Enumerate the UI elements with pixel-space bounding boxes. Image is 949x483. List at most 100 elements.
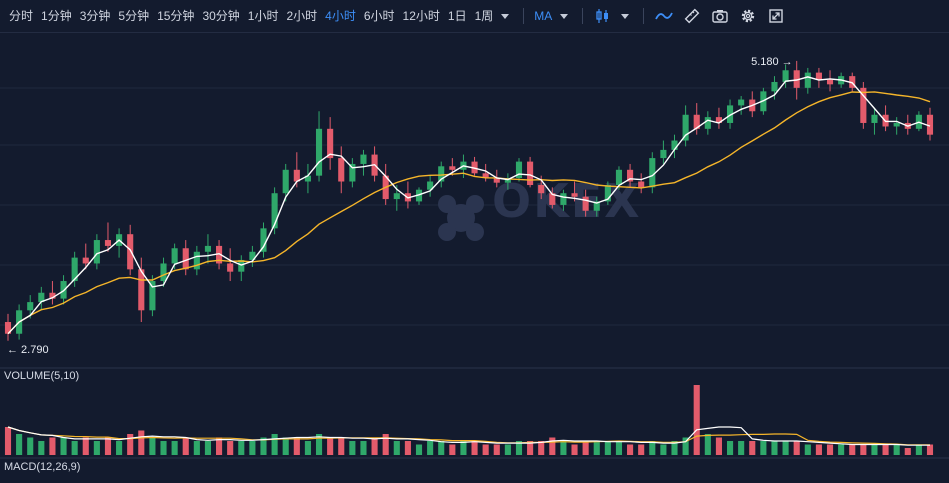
volume-bar-5 xyxy=(60,437,67,455)
indicator-chevron-down-icon[interactable] xyxy=(560,13,569,19)
volume-bar-65 xyxy=(726,441,734,455)
fullscreen-icon[interactable] xyxy=(762,0,790,33)
interval-12[interactable]: 1周 xyxy=(474,8,494,23)
volume-bar-19 xyxy=(216,437,223,455)
candle-69 xyxy=(771,81,778,92)
interval-3[interactable]: 5分钟 xyxy=(118,8,150,23)
volume-bar-7 xyxy=(82,437,89,455)
draw-ruler-icon[interactable] xyxy=(678,0,706,33)
interval-10[interactable]: 12小时 xyxy=(402,8,440,23)
volume-bar-1 xyxy=(16,434,23,455)
indicator-select[interactable]: MA xyxy=(534,8,553,23)
camera-icon[interactable] xyxy=(706,0,734,33)
chart-area[interactable]: OKEX 5.180 → ← 2.790 VOLUME(5,10) MACD(1… xyxy=(0,33,949,483)
candle-14 xyxy=(160,263,167,282)
interval-2[interactable]: 3分钟 xyxy=(79,8,111,23)
volume-bar-39 xyxy=(438,441,445,455)
volume-bar-47 xyxy=(527,441,534,455)
toolbar-divider xyxy=(523,8,525,24)
volume-bar-21 xyxy=(238,441,245,455)
candle-66 xyxy=(738,99,745,106)
volume-bar-45 xyxy=(504,444,511,455)
volume-bar-71 xyxy=(793,441,800,455)
line-chart-icon[interactable] xyxy=(650,0,678,33)
interval-1[interactable]: 1分钟 xyxy=(41,8,72,23)
interval-11[interactable]: 1日 xyxy=(447,8,467,23)
candle-80 xyxy=(893,122,900,127)
candle-44 xyxy=(493,177,500,183)
volume-bar-53 xyxy=(593,441,600,455)
volume-bar-4 xyxy=(49,437,56,455)
interval-0[interactable]: 分时 xyxy=(9,8,34,23)
volume-bar-82 xyxy=(915,444,922,455)
candle-31 xyxy=(349,163,356,182)
candle-64 xyxy=(715,117,722,123)
candle-4 xyxy=(49,292,56,299)
candle-13 xyxy=(149,281,156,311)
candlestick-icon[interactable] xyxy=(589,0,617,33)
interval-8[interactable]: 4小时 xyxy=(325,8,356,23)
candle-2 xyxy=(27,302,34,311)
volume-bar-61 xyxy=(682,437,689,455)
candle-52 xyxy=(582,196,589,211)
interval-4[interactable]: 15分钟 xyxy=(157,8,195,23)
candle-71 xyxy=(793,70,800,88)
volume-bar-80 xyxy=(893,444,900,455)
gear-icon[interactable] xyxy=(734,0,762,33)
volume-bar-69 xyxy=(771,441,778,455)
toolbar-divider xyxy=(643,8,645,24)
volume-bar-54 xyxy=(604,441,611,455)
candle-53 xyxy=(593,201,600,211)
candle-46 xyxy=(515,161,523,178)
toolbar-divider xyxy=(582,8,584,24)
macd-panel-label: MACD(12,26,9) xyxy=(4,461,80,473)
candle-48 xyxy=(538,185,545,194)
volume-bar-68 xyxy=(760,441,767,455)
candle-57 xyxy=(638,181,645,188)
candle-74 xyxy=(826,79,834,85)
ma-long-line xyxy=(7,91,931,335)
candle-62 xyxy=(693,114,700,129)
candle-83 xyxy=(926,114,934,135)
interval-9[interactable]: 6小时 xyxy=(363,8,395,23)
candle-21 xyxy=(238,259,245,272)
candle-8 xyxy=(93,240,100,264)
volume-bar-42 xyxy=(471,441,478,455)
candle-27 xyxy=(304,175,311,182)
volume-bar-16 xyxy=(182,437,189,455)
volume-bar-18 xyxy=(204,441,212,455)
candle-55 xyxy=(615,169,623,186)
volume-bar-70 xyxy=(782,441,789,455)
volume-bar-76 xyxy=(849,444,856,455)
volume-bar-26 xyxy=(293,437,300,455)
volume-panel-label: VOLUME(5,10) xyxy=(4,370,79,382)
volume-bar-31 xyxy=(349,441,356,455)
volume-bar-34 xyxy=(382,434,389,455)
volume-bar-13 xyxy=(149,437,156,455)
candle-37 xyxy=(415,189,423,202)
candle-30 xyxy=(338,158,345,182)
volume-bar-14 xyxy=(160,441,167,455)
candle-43 xyxy=(482,173,489,178)
candle-16 xyxy=(182,248,189,270)
volume-bar-66 xyxy=(738,441,745,455)
volume-bar-60 xyxy=(671,441,678,455)
candle-61 xyxy=(682,114,689,141)
volume-bar-55 xyxy=(615,441,623,455)
interval-7[interactable]: 2小时 xyxy=(286,8,318,23)
volume-bar-36 xyxy=(404,441,411,455)
candle-6 xyxy=(71,257,78,282)
candle-28 xyxy=(315,128,323,176)
interval-5[interactable]: 30分钟 xyxy=(202,8,240,23)
candle-18 xyxy=(204,245,212,252)
low-price-annotation: ← 2.790 xyxy=(7,344,49,356)
candlestick-chart[interactable]: OKEX 5.180 → ← 2.790 VOLUME(5,10) MACD(1… xyxy=(0,33,949,483)
volume-bar-0 xyxy=(4,427,12,455)
interval-6[interactable]: 1小时 xyxy=(247,8,279,23)
volume-bar-63 xyxy=(704,434,711,455)
volume-bar-12 xyxy=(138,430,145,455)
chart-type-chevron-down-icon[interactable] xyxy=(621,13,630,19)
candle-56 xyxy=(627,169,634,182)
candle-77 xyxy=(860,87,867,123)
interval-more-chevron-down-icon[interactable] xyxy=(501,13,510,19)
